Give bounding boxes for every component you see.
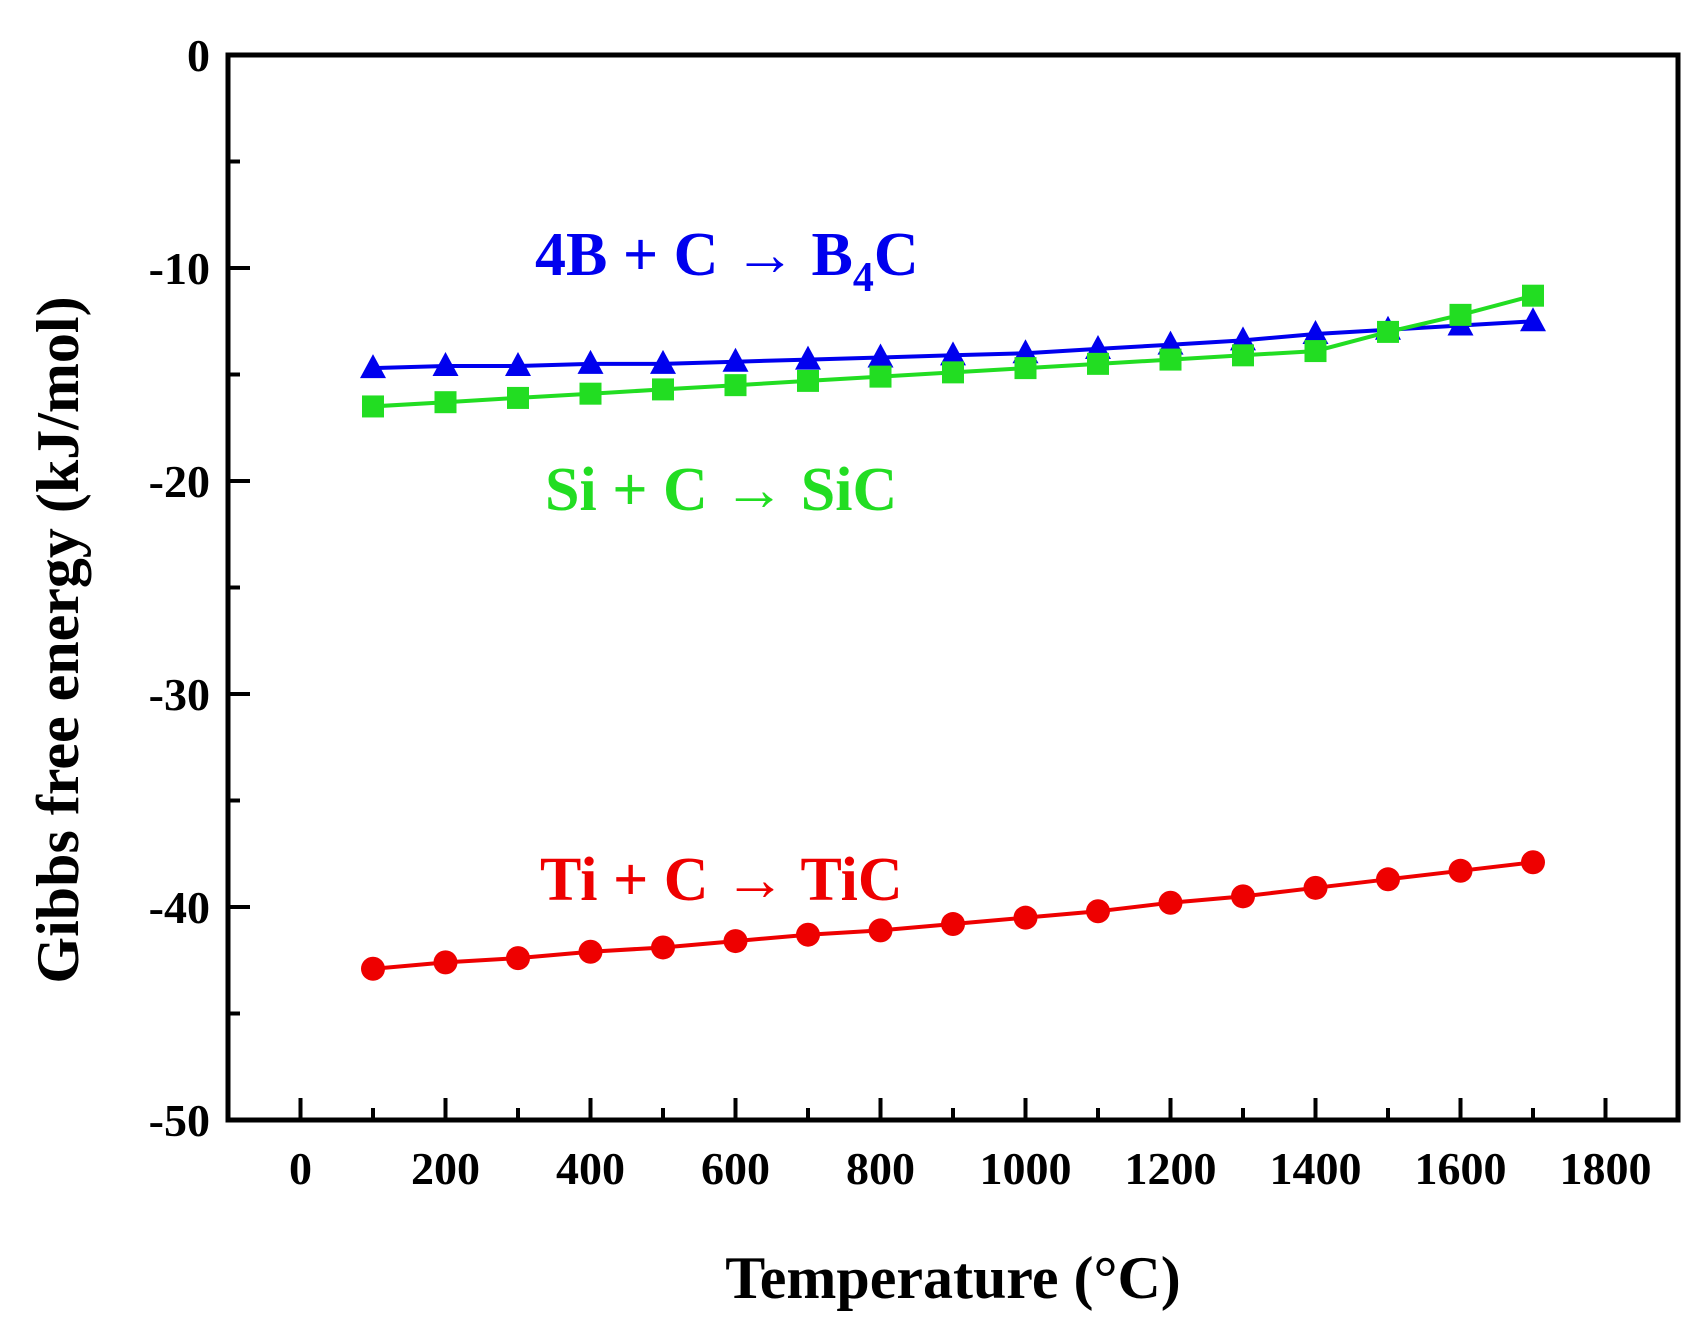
data-point (1014, 357, 1037, 380)
x-axis-title: Temperature (°C) (725, 1245, 1181, 1311)
data-point (505, 351, 531, 376)
data-point (506, 946, 530, 971)
y-tick-label: -50 (149, 1095, 210, 1146)
x-tick-label: 400 (556, 1143, 625, 1194)
y-tick-label: -20 (149, 456, 210, 507)
y-tick-label: -10 (149, 243, 210, 294)
data-point (651, 935, 675, 960)
data-point (940, 341, 966, 366)
data-point (941, 912, 965, 937)
data-point (362, 395, 384, 418)
data-point (577, 349, 604, 374)
data-point (507, 386, 529, 409)
y-tick-label: -30 (149, 669, 210, 720)
data-point (1302, 320, 1329, 345)
data-point (724, 374, 747, 397)
data-point (1232, 344, 1254, 367)
data-point (1449, 303, 1472, 326)
data-point (1231, 884, 1255, 909)
x-tick-label: 1800 (1560, 1143, 1652, 1194)
series-label: 4B + C → B4C (535, 221, 919, 301)
series-labels: 4B + C → B4C Si + C → SiC Ti + C → TiC (535, 221, 919, 914)
data-point (723, 929, 748, 954)
data-point (722, 347, 749, 372)
data-point (1522, 284, 1544, 307)
data-point (432, 351, 459, 376)
data-point (652, 378, 674, 401)
data-point (1159, 348, 1182, 371)
data-point (433, 950, 458, 975)
data-point (361, 956, 385, 981)
data-point (579, 382, 602, 405)
data-point (1303, 875, 1328, 900)
series-circle (361, 850, 1545, 981)
data-point (1158, 890, 1183, 915)
y-axis: 0 -10 -20 -30 -40 -50 (149, 30, 250, 1146)
data-point (360, 354, 386, 379)
x-tick-label: 1000 (980, 1143, 1072, 1194)
data-point (869, 365, 892, 388)
y-axis-title: Gibbs free energy (kJ/mol) (25, 296, 91, 983)
data-point (867, 343, 894, 368)
data-point (650, 349, 676, 374)
data-point (797, 369, 819, 392)
data-point (1304, 340, 1327, 363)
data-point (434, 391, 457, 414)
x-tick-label: 1400 (1270, 1143, 1362, 1194)
x-tick-label: 200 (411, 1143, 480, 1194)
data-point (1013, 905, 1038, 930)
data-point (1521, 850, 1545, 875)
data-point (578, 939, 603, 964)
series-layer (360, 284, 1546, 981)
data-point (1086, 899, 1110, 924)
y-tick-label: 0 (187, 30, 210, 81)
data-point (868, 918, 893, 943)
x-axis: 0 200 400 600 800 1000 1200 1400 1600 1800 (289, 1098, 1652, 1194)
data-point (1087, 352, 1109, 375)
x-tick-label: 1200 (1125, 1143, 1217, 1194)
data-point (942, 361, 964, 384)
x-tick-label: 600 (701, 1143, 770, 1194)
x-tick-label: 800 (846, 1143, 915, 1194)
x-tick-label: 1600 (1415, 1143, 1507, 1194)
data-point (795, 345, 821, 370)
series-label: Ti + C → TiC (540, 846, 903, 914)
data-point (1520, 307, 1546, 332)
data-point (1376, 867, 1400, 892)
series-label: Si + C → SiC (545, 456, 897, 524)
x-tick-label: 0 (289, 1143, 312, 1194)
y-tick-label: -40 (149, 882, 210, 933)
data-point (1377, 320, 1399, 343)
series-square (362, 284, 1544, 418)
data-point (796, 922, 820, 947)
data-point (1448, 858, 1473, 883)
